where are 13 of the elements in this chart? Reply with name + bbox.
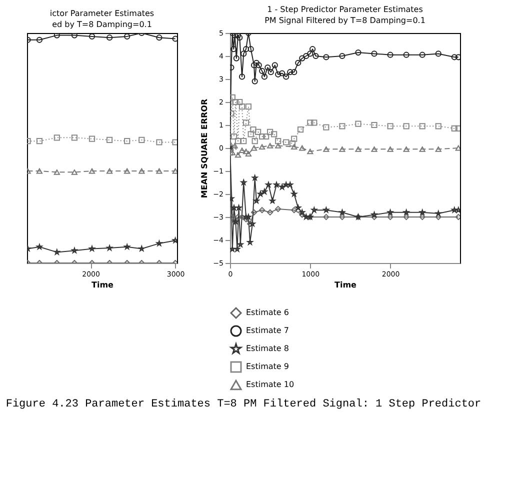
x-axis-title: Time	[92, 280, 114, 290]
legend-label: Estimate 8	[246, 344, 289, 353]
y-axis-title: MEAN SQUARE ERROR	[200, 98, 210, 198]
chart-subtitle: ed by T=8 Damping=0.1	[52, 20, 152, 29]
chart-title: ictor Parameter Estimates	[50, 9, 154, 18]
legend-label: Estimate 6	[246, 308, 289, 317]
x-axis-title: Time	[334, 280, 358, 290]
legend-label: Estimate 10	[246, 380, 294, 389]
legend-label: Estimate 9	[246, 362, 289, 371]
caption: Figure 4.23 Parameter Estimates T=8 PM Filtered Signal: 1 Step Predictor	[6, 398, 482, 410]
chart-subtitle: PM Signal Filtered by T=8 Damping=0.1	[264, 16, 426, 25]
legend-label: Estimate 7	[246, 326, 289, 335]
chart-title: 1 - Step Predictor Parameter Estimates	[267, 5, 423, 14]
